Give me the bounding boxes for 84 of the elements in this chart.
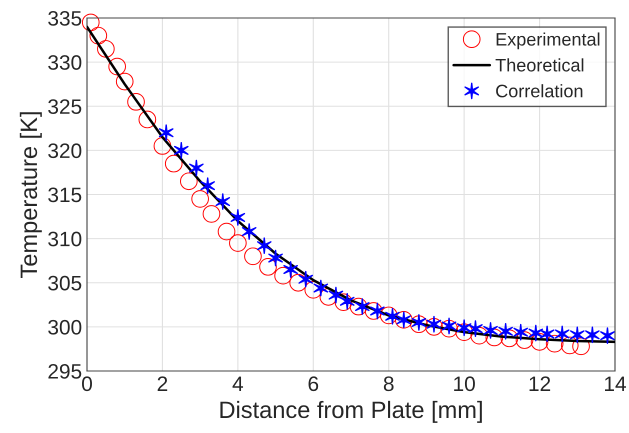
- point: [440, 320, 458, 338]
- point: [385, 308, 400, 325]
- point: [572, 337, 590, 356]
- point: [328, 286, 344, 304]
- point: [229, 234, 247, 252]
- point: [334, 293, 352, 311]
- point: [230, 209, 246, 226]
- legend-label: Correlation: [496, 84, 582, 98]
- point: [560, 336, 579, 354]
- x-tick-label: 4: [232, 376, 244, 391]
- point: [516, 331, 534, 349]
- legend-label: Theoretical: [496, 58, 584, 72]
- point: [500, 330, 518, 348]
- point: [259, 258, 277, 276]
- point: [154, 137, 172, 155]
- x-tick-label: 2: [158, 376, 168, 391]
- y-axis-title: Temperature [K]: [20, 112, 42, 278]
- point: [350, 298, 368, 316]
- point: [108, 58, 126, 76]
- point: [426, 316, 442, 333]
- point: [600, 327, 615, 344]
- point: [218, 222, 236, 240]
- point: [442, 318, 456, 334]
- point: [546, 334, 564, 352]
- point: [202, 205, 220, 223]
- point: [485, 328, 504, 346]
- point: [244, 247, 262, 266]
- point: [355, 298, 370, 315]
- y-tick-label: 310: [48, 232, 82, 246]
- x-tick-label: 0: [82, 376, 92, 392]
- point: [528, 324, 544, 342]
- x-axis-title: Distance from Plate [mm]: [220, 400, 482, 423]
- point: [456, 319, 472, 336]
- point: [274, 266, 292, 285]
- y-tick-label: 330: [48, 55, 82, 70]
- point: [127, 93, 145, 111]
- point: [89, 26, 108, 44]
- point: [256, 237, 272, 254]
- y-tick-label: 300: [48, 320, 82, 335]
- point: [283, 261, 298, 278]
- point: [97, 40, 115, 58]
- point: [116, 72, 134, 90]
- point: [189, 160, 204, 176]
- x-tick-label: 12: [530, 376, 550, 391]
- point: [158, 124, 174, 142]
- x-tick-label: 6: [308, 376, 318, 392]
- point: [340, 292, 355, 310]
- y-tick-label: 305: [48, 276, 82, 291]
- y-tick-label: 335: [48, 11, 82, 26]
- point: [530, 333, 548, 351]
- point: [174, 142, 189, 159]
- point: [585, 326, 600, 344]
- point: [483, 322, 498, 339]
- point: [268, 250, 283, 266]
- y-tick-label: 295: [48, 364, 82, 379]
- point: [200, 177, 215, 194]
- point: [298, 270, 314, 288]
- point: [570, 326, 585, 344]
- point: [468, 320, 483, 337]
- x-tick-label: 14: [605, 376, 626, 391]
- point: [138, 110, 156, 128]
- point: [82, 14, 100, 32]
- point: [215, 193, 230, 210]
- y-tick-label: 325: [48, 99, 82, 114]
- x-tick-label: 10: [454, 376, 475, 392]
- y-tick-label: 320: [48, 143, 82, 158]
- y-tick-label: 315: [48, 188, 82, 202]
- point: [364, 302, 382, 320]
- point: [191, 190, 209, 208]
- point: [513, 324, 528, 341]
- point: [554, 326, 570, 342]
- legend-label: Experimental: [496, 32, 600, 50]
- x-tick-label: 8: [384, 376, 394, 392]
- point: [470, 326, 488, 345]
- point: [498, 322, 513, 340]
- point: [289, 274, 308, 292]
- point: [425, 318, 443, 336]
- point: [304, 280, 322, 299]
- point: [370, 302, 385, 320]
- point: [242, 223, 256, 240]
- point: [540, 326, 554, 342]
- point: [455, 323, 473, 341]
- point: [380, 306, 398, 324]
- point: [314, 280, 328, 296]
